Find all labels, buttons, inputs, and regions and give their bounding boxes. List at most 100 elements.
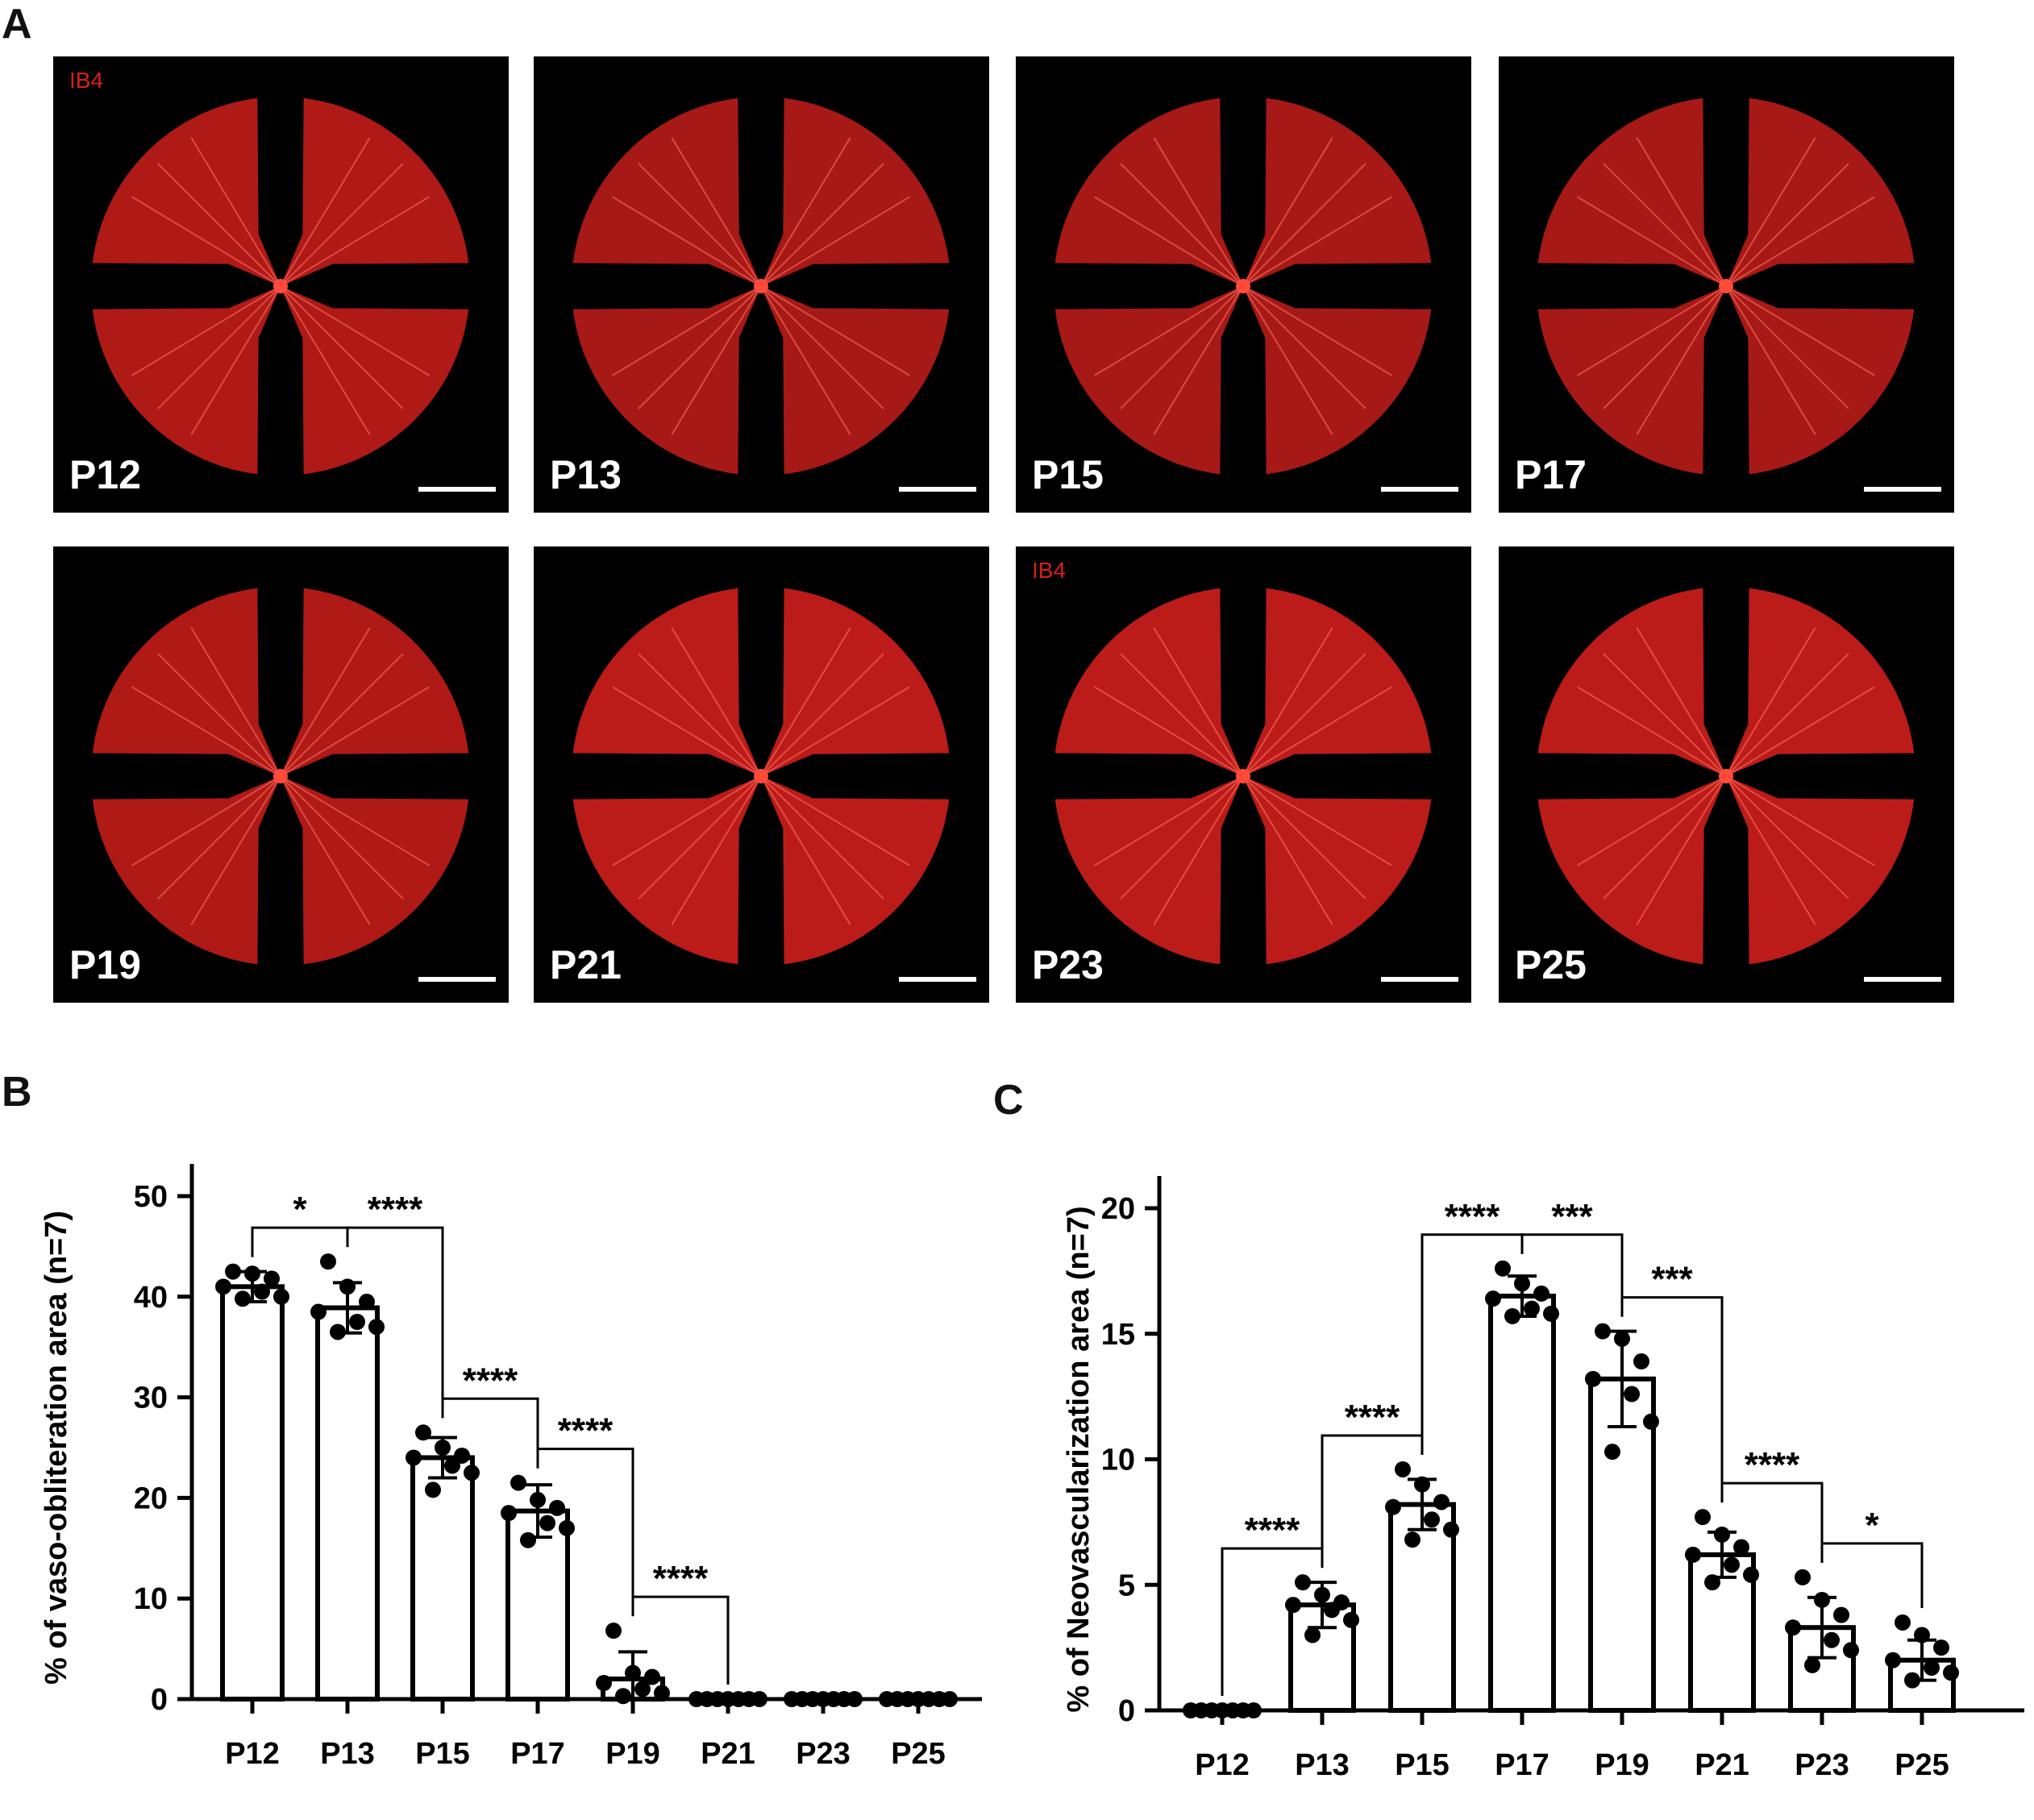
data-point	[644, 1668, 660, 1685]
x-tick-label: P25	[1895, 1748, 1949, 1782]
data-point	[454, 1447, 470, 1464]
y-tick-label: 50	[134, 1180, 168, 1214]
data-point	[254, 1283, 270, 1300]
data-point	[1595, 1323, 1611, 1340]
data-point	[1624, 1386, 1640, 1402]
x-tick-label: P21	[701, 1737, 755, 1771]
data-point	[1633, 1353, 1649, 1370]
significance-label: ***	[1651, 1260, 1693, 1299]
data-point	[1295, 1574, 1311, 1591]
data-point	[1395, 1461, 1411, 1477]
retina-image-p12: IB4 P12	[53, 56, 509, 513]
retina-image-p19: P19	[53, 546, 509, 1003]
x-tick-label: P19	[605, 1737, 660, 1771]
bar	[1488, 1294, 1556, 1713]
data-point	[273, 1288, 289, 1305]
data-point	[368, 1319, 385, 1336]
data-point	[1943, 1664, 1959, 1681]
significance-bracket	[1620, 1296, 1724, 1503]
scale-bar	[418, 977, 496, 982]
panel-c-letter: C	[993, 1077, 1024, 1124]
data-point	[1324, 1602, 1340, 1618]
data-point	[1704, 1574, 1720, 1591]
data-point	[1604, 1444, 1620, 1461]
y-tick-label: 10	[1101, 1444, 1135, 1477]
data-point	[444, 1457, 460, 1474]
significance-bracket	[631, 1595, 730, 1685]
retina-flatmount-shape	[1054, 588, 1432, 965]
data-point	[510, 1474, 526, 1491]
data-point	[1885, 1652, 1901, 1668]
timepoint-label: P25	[1515, 942, 1587, 987]
retina-image-p15: P15	[1016, 56, 1471, 513]
retina-flatmount-shape	[1537, 98, 1915, 475]
significance-label: *	[1865, 1506, 1879, 1545]
data-point	[1543, 1305, 1559, 1322]
y-tick-label: 0	[1118, 1694, 1135, 1728]
data-point	[225, 1263, 241, 1280]
data-point	[559, 1519, 575, 1536]
data-point	[1443, 1521, 1459, 1538]
stain-label: IB4	[69, 68, 104, 93]
stain-label: IB4	[1032, 558, 1067, 583]
data-point	[1614, 1330, 1630, 1347]
data-point	[425, 1481, 441, 1498]
data-point	[1695, 1509, 1711, 1526]
data-point	[1643, 1413, 1659, 1430]
bar	[1688, 1552, 1756, 1713]
data-point	[310, 1303, 327, 1320]
data-point	[596, 1675, 612, 1692]
data-point	[1804, 1656, 1820, 1673]
data-point	[1385, 1498, 1401, 1515]
data-point	[1285, 1597, 1301, 1614]
data-point	[406, 1449, 422, 1466]
timepoint-label: P13	[550, 452, 622, 497]
data-point	[1514, 1275, 1530, 1292]
data-point	[1714, 1526, 1730, 1543]
y-tick-label: 20	[134, 1481, 168, 1515]
data-point	[501, 1505, 517, 1522]
significance-label: *	[293, 1190, 307, 1229]
y-axis-label: % of vaso-obliteration area (n=7)	[40, 1211, 73, 1685]
data-point	[1924, 1660, 1940, 1677]
significance-bracket	[441, 1397, 539, 1469]
retina-image-p13: P13	[534, 56, 989, 513]
data-point	[751, 1691, 767, 1707]
data-point	[435, 1440, 451, 1456]
timepoint-label: P23	[1032, 942, 1104, 987]
bar	[1588, 1376, 1656, 1713]
y-tick-label: 40	[134, 1281, 168, 1315]
data-point	[320, 1253, 336, 1270]
data-point	[1904, 1672, 1920, 1689]
data-point	[520, 1531, 536, 1548]
y-tick-label: 30	[134, 1382, 168, 1415]
data-point	[625, 1664, 641, 1681]
significance-label: ****	[1345, 1398, 1400, 1437]
data-point	[1524, 1300, 1540, 1317]
retina-flatmount-shape	[572, 98, 950, 475]
data-point	[1414, 1476, 1430, 1493]
x-tick-label: P12	[225, 1737, 280, 1771]
retina-image-p21: P21	[534, 546, 989, 1003]
x-tick-label: P13	[1295, 1748, 1350, 1782]
x-tick-label: P12	[1195, 1748, 1250, 1782]
significance-label: ****	[368, 1190, 423, 1229]
retina-flatmount-shape	[1054, 98, 1432, 475]
x-tick-label: P17	[510, 1737, 565, 1771]
data-point	[1933, 1639, 1949, 1656]
scale-bar	[418, 487, 496, 492]
data-point	[1585, 1370, 1601, 1387]
timepoint-label: P21	[550, 942, 622, 987]
retina-flatmount-shape	[1537, 588, 1915, 965]
retina-image-p23: IB4 P23	[1016, 546, 1471, 1003]
data-point	[605, 1623, 622, 1639]
x-tick-label: P23	[796, 1737, 851, 1771]
timepoint-label: P12	[69, 452, 141, 497]
data-point	[1914, 1627, 1930, 1643]
significance-label: ****	[1245, 1510, 1300, 1550]
data-point	[1314, 1586, 1330, 1603]
x-tick-label: P15	[415, 1737, 470, 1771]
x-tick-label: P23	[1795, 1748, 1849, 1782]
x-tick-label: P17	[1495, 1748, 1549, 1782]
x-tick-label: P25	[891, 1737, 946, 1771]
